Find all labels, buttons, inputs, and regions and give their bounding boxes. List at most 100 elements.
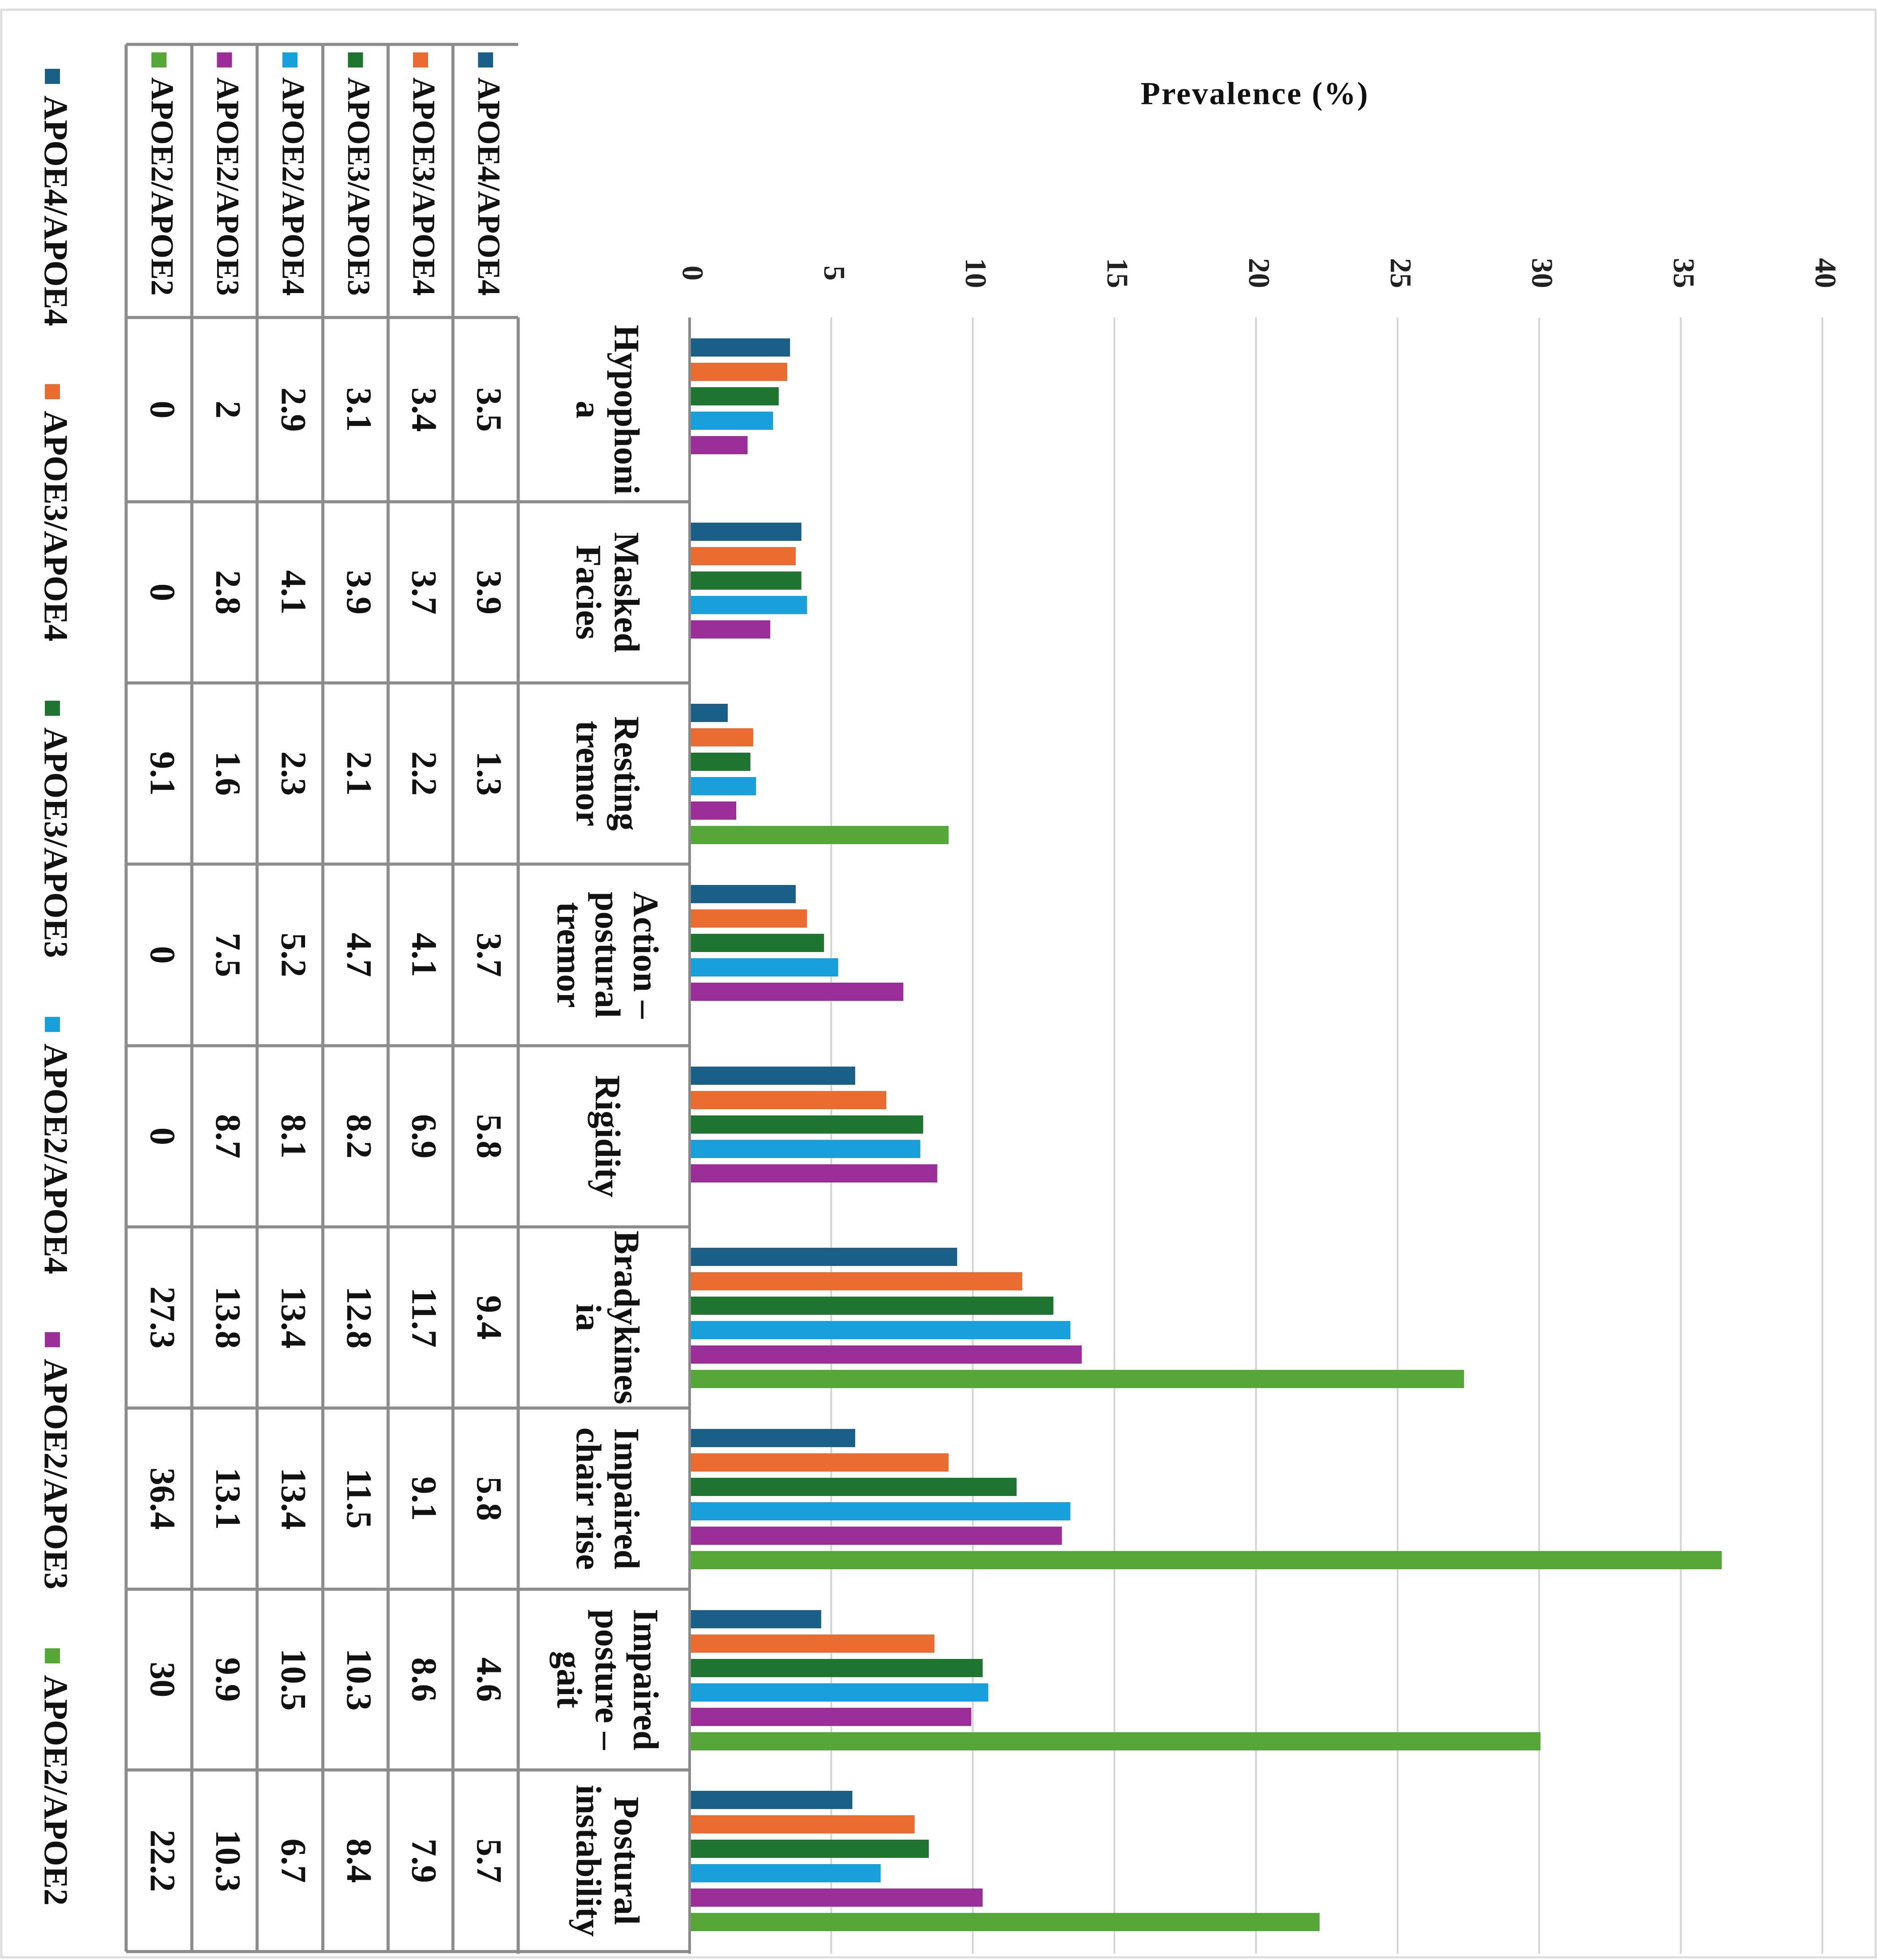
table-cell-value: 27.3 <box>143 1286 182 1349</box>
legend-label: APOE2/APOE2 <box>37 1675 75 1905</box>
table-cell-value: 7.9 <box>405 1839 444 1883</box>
bar <box>691 1708 972 1726</box>
table-cell-value: 9.4 <box>469 1295 508 1340</box>
table-cell-value: 30 <box>143 1662 182 1698</box>
table-cell-value: 10.3 <box>339 1649 378 1711</box>
bar <box>691 412 773 430</box>
table-series-name: APOE4/APOE4 <box>471 77 507 296</box>
table-cell-value: 10.5 <box>274 1649 313 1711</box>
bar <box>691 1659 983 1677</box>
bar <box>691 1140 921 1158</box>
table-cell-value: 8.7 <box>208 1114 247 1159</box>
tick-label: 40 <box>1809 258 1842 288</box>
table-cell-value: 7.5 <box>208 933 247 977</box>
legend: APOE4/APOE4 APOE3/APOE4 APOE3/APOE3 APOE2/A… <box>37 69 75 1905</box>
y-axis-title-group: Prevalence (%) <box>1141 76 1369 111</box>
bar <box>691 1791 853 1809</box>
tick-label: 35 <box>1667 258 1701 288</box>
y-axis-title: Prevalence (%) <box>1141 76 1369 111</box>
bar <box>691 983 904 1001</box>
y-axis-ticks: 0 5 10 15 20 25 30 35 40 <box>676 258 1842 288</box>
bar <box>691 1345 1082 1364</box>
table-cell-value: 3.7 <box>405 570 444 615</box>
bar <box>691 1272 1023 1290</box>
bar <box>691 885 796 903</box>
table-cell-value: 11.7 <box>405 1287 444 1348</box>
bar <box>691 753 750 771</box>
category-label: gait <box>550 1651 589 1708</box>
bar <box>691 1429 855 1447</box>
legend-label: APOE2/APOE3 <box>37 1359 75 1589</box>
tick-label: 25 <box>1384 258 1418 288</box>
table-cell-value: 2.3 <box>274 751 313 796</box>
bar <box>691 363 787 381</box>
bar <box>691 596 807 614</box>
category-label: ia <box>569 1304 608 1331</box>
table-cell-value: 13.4 <box>274 1286 313 1349</box>
table-cell-value: 3.1 <box>339 388 378 432</box>
bar <box>691 1551 1722 1569</box>
table-cell-value: 10.3 <box>208 1830 247 1892</box>
table-cell-value: 8.1 <box>274 1114 313 1159</box>
table-cell-value: 12.8 <box>339 1286 378 1349</box>
legend-label: APOE3/APOE4 <box>37 411 75 641</box>
table-cell-value: 3.5 <box>469 388 508 432</box>
bar <box>691 1527 1062 1545</box>
tick-label: 5 <box>817 266 851 281</box>
table-cell-value: 2.2 <box>405 751 444 796</box>
bar <box>691 777 756 795</box>
bar <box>691 620 770 639</box>
table-cell-value: 4.6 <box>469 1658 508 1702</box>
legend-marker <box>45 384 60 399</box>
category-label: tremor <box>550 902 589 1008</box>
category-label: posture – <box>588 1609 627 1750</box>
table-series-marker <box>413 52 428 67</box>
bar <box>691 547 796 565</box>
table-series-name: APOE3/APOE4 <box>406 77 441 296</box>
table-cell-value: 36.4 <box>143 1468 182 1530</box>
table-cell-value: 5.8 <box>469 1476 508 1521</box>
bar <box>691 934 824 952</box>
bar <box>691 387 779 405</box>
category-label: Impaired <box>626 1609 665 1750</box>
table-cell-value: 6.9 <box>405 1114 444 1159</box>
category-label: tremor <box>569 721 608 826</box>
bar <box>691 1091 887 1109</box>
bar <box>691 1164 937 1182</box>
table-cell-value: 3.9 <box>469 570 508 615</box>
bar <box>691 1370 1464 1388</box>
bar <box>691 1889 983 1907</box>
category-label: Rigidity <box>588 1075 627 1198</box>
table-cell-value: 4.1 <box>274 570 313 615</box>
table-cell-value: 2.9 <box>274 388 313 432</box>
table-cell-value: 9.1 <box>405 1476 444 1521</box>
bar <box>691 1610 821 1628</box>
table-cell-value: 8.2 <box>339 1114 378 1159</box>
tick-label: 20 <box>1242 258 1276 288</box>
category-label: Resting <box>607 716 646 831</box>
table-cell-value: 5.7 <box>469 1839 508 1883</box>
category-label: chair rise <box>569 1428 608 1570</box>
bar <box>691 1815 915 1833</box>
table-series-name: APOE2/APOE2 <box>144 77 180 296</box>
table-cell-value: 5.2 <box>274 933 313 977</box>
legend-label: APOE2/APOE4 <box>37 1043 75 1274</box>
table-series-marker <box>348 52 363 67</box>
legend-marker <box>45 69 60 84</box>
category-label: instability <box>569 1785 608 1936</box>
category-label: postural <box>588 892 627 1018</box>
table-cell-value: 8.6 <box>405 1658 444 1702</box>
category-label: a <box>569 401 608 419</box>
legend-label: APOE4/APOE4 <box>37 95 75 326</box>
grid-lines <box>688 317 1823 1954</box>
table-cell-value: 13.8 <box>208 1286 247 1349</box>
bar <box>691 1297 1054 1315</box>
table-series-marker <box>217 52 232 67</box>
table-cell-value: 13.4 <box>274 1468 313 1530</box>
table-cell-value: 4.7 <box>339 933 378 977</box>
table-cell-value: 0 <box>143 401 182 419</box>
bar <box>691 1840 929 1858</box>
